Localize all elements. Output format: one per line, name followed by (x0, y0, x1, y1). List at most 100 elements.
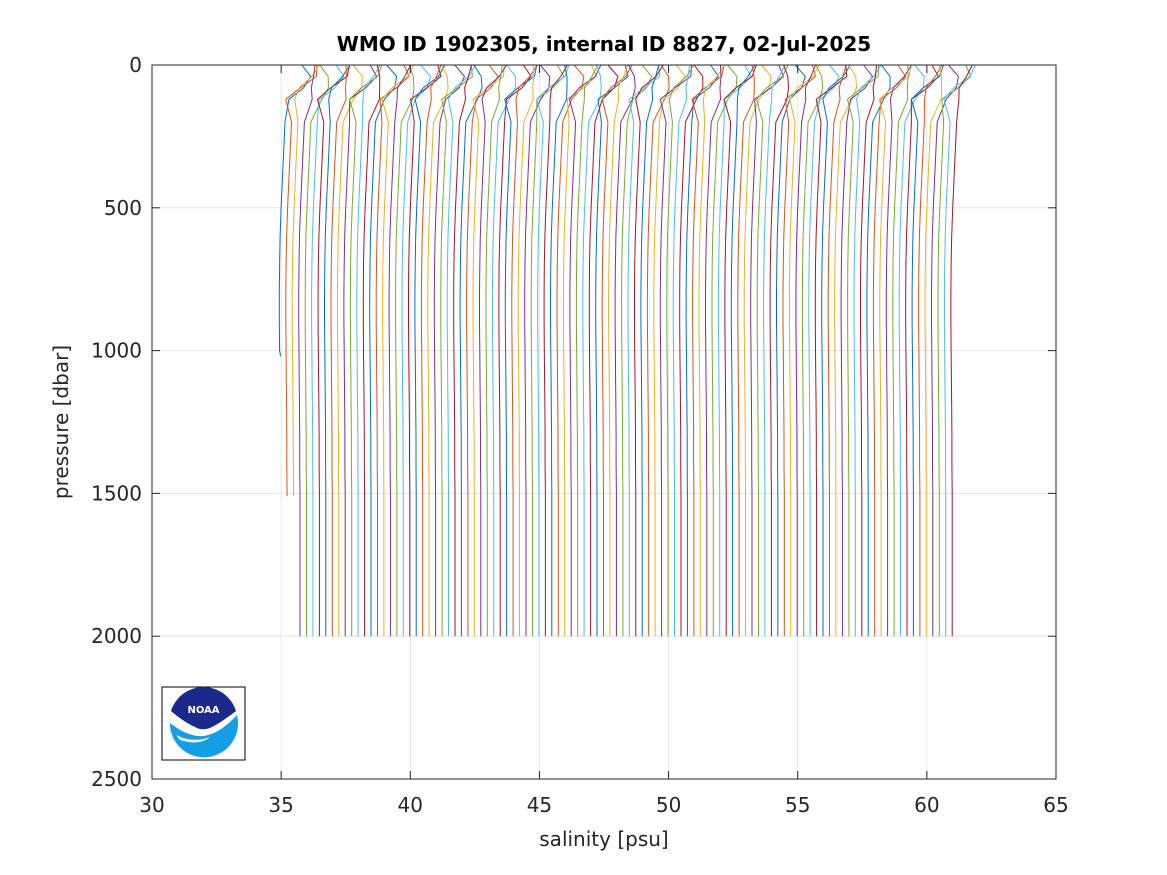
y-tick-label: 2000 (91, 624, 142, 648)
x-tick-label: 60 (914, 793, 939, 817)
salinity-profile-line (491, 64, 517, 637)
salinity-profile-line (550, 64, 568, 637)
logo-wave (176, 735, 210, 743)
salinity-profile-line (582, 64, 602, 637)
salinity-profile-line (878, 64, 912, 637)
salinity-profile-line (808, 64, 840, 637)
salinity-profile-line (608, 64, 629, 637)
salinity-profile-line (595, 64, 629, 637)
salinity-profile-line (672, 64, 690, 637)
salinity-profile-line (640, 64, 660, 637)
salinity-profile-line (634, 64, 664, 637)
salinity-profile-line (459, 64, 483, 637)
salinity-profile-line (776, 64, 806, 637)
salinity-profile-line (937, 64, 972, 637)
x-tick-label: 45 (527, 793, 552, 817)
salinity-profile-line (408, 64, 442, 637)
salinity-profile-line (646, 64, 670, 637)
salinity-profile-line (756, 64, 789, 637)
salinity-profile-line (801, 64, 824, 637)
salinity-profile-line (931, 64, 959, 637)
salinity-profile-line (588, 64, 619, 637)
salinity-profile-line (556, 64, 585, 637)
salinity-profile-line (743, 64, 772, 637)
salinity-profile-line (440, 64, 473, 637)
salinity-profile-line (717, 64, 752, 637)
salinity-profile-line (950, 64, 973, 637)
salinity-profile-line (918, 64, 943, 637)
salinity-profile-line (892, 64, 909, 637)
salinity-profile-line (543, 64, 568, 637)
x-tick-label: 65 (1043, 793, 1068, 817)
salinity-profile-line (627, 64, 661, 637)
salinity-profile-line (853, 64, 882, 637)
salinity-profile-line (685, 64, 720, 637)
logo-sea (169, 715, 238, 758)
salinity-profile-line (910, 64, 944, 637)
salinity-profile-line (885, 64, 913, 637)
salinity-profile-line (362, 64, 381, 637)
salinity-profile-line (472, 64, 505, 637)
salinity-profile-line (575, 64, 599, 637)
salinity-profile-line (381, 64, 414, 637)
salinity-profile-line (711, 64, 738, 637)
x-tick-label: 50 (656, 793, 681, 817)
salinity-profile-line (498, 64, 532, 637)
chart-title: WMO ID 1902305, internal ID 8827, 02-Jul… (337, 32, 871, 56)
x-axis-label: salinity [psu] (539, 827, 668, 851)
salinity-profile-line (568, 64, 602, 637)
salinity-profile-line (788, 64, 820, 637)
x-tick-label: 55 (785, 793, 810, 817)
salinity-profile-line (278, 64, 312, 357)
salinity-profile-line (705, 64, 722, 637)
salinity-profile-line (485, 64, 503, 637)
y-tick-label: 1000 (91, 339, 142, 363)
salinity-profile-line (304, 64, 329, 637)
salinity-profile-line (427, 64, 449, 637)
salinity-profile-line (763, 64, 786, 637)
salinity-profile-line (943, 64, 976, 637)
salinity-profile-line (349, 64, 383, 637)
salinity-profile-line (420, 64, 442, 637)
salinity-profile-line (291, 64, 320, 497)
y-tick-label: 1500 (91, 481, 142, 505)
salinity-profile-line (601, 64, 633, 637)
salinity-profile-line (750, 64, 785, 637)
salinity-profile-line (511, 64, 538, 637)
salinity-profile-line (737, 64, 755, 637)
salinity-profile-line (466, 64, 499, 637)
salinity-profile-line (659, 64, 692, 637)
salinity-profile-line (905, 64, 940, 637)
salinity-profile-line (536, 64, 570, 637)
x-tick-label: 40 (398, 793, 423, 817)
salinity-profile-line (336, 64, 363, 637)
salinity-profile-line (653, 64, 686, 637)
salinity-profile-line (730, 64, 756, 637)
salinity-profile-line (453, 64, 472, 637)
salinity-profile-line (666, 64, 695, 637)
salinity-profile-line (316, 64, 351, 637)
salinity-profile-line (723, 64, 757, 637)
y-tick-label: 2500 (91, 767, 142, 791)
axis-ticks: 30 35 40 45 50 55 60 65 0 500 1000 1500 2000 2500 (91, 53, 1069, 817)
salinity-profile-line (860, 64, 878, 637)
salinity-profile-line (324, 64, 351, 637)
salinity-profile-line (375, 64, 410, 637)
salinity-profile-line (343, 64, 378, 637)
x-tick-label: 35 (268, 793, 293, 817)
salinity-profile-line (330, 64, 347, 637)
salinity-profile-line (782, 64, 816, 637)
salinity-profile-line (433, 64, 466, 637)
salinity-profile-line (401, 64, 432, 637)
salinity-profile-line (769, 64, 790, 637)
salinity-profile-line (311, 64, 345, 637)
y-axis-label: pressure [dbar] (49, 345, 73, 499)
salinity-profile-line (524, 64, 551, 637)
salinity-profile-line (479, 64, 508, 637)
salinity-profile-line (562, 64, 597, 637)
salinity-profile-line (621, 64, 653, 637)
salinity-profile-line (298, 64, 316, 637)
x-tick-label: 30 (139, 793, 164, 817)
salinity-profile-line (821, 64, 851, 637)
